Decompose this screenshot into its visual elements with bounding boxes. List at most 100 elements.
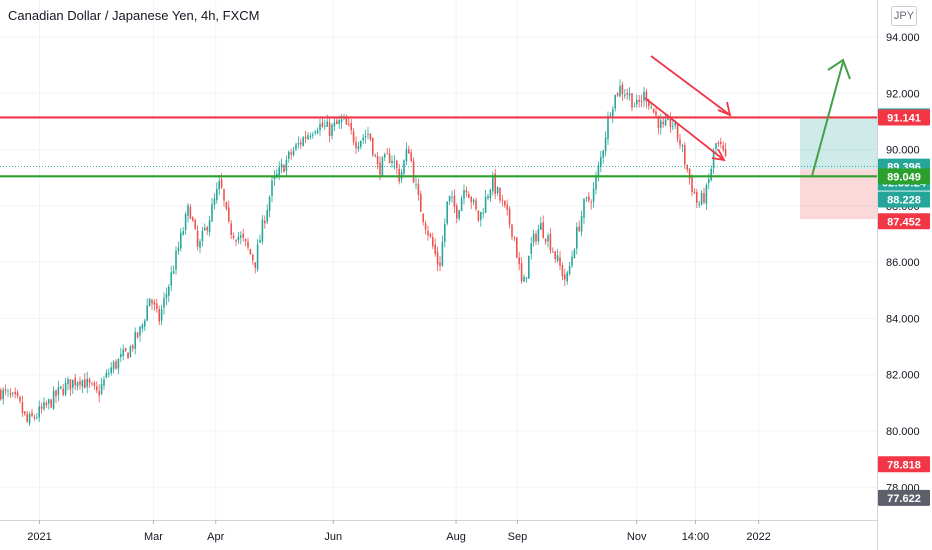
candle-body [4,389,7,391]
candle-body [516,237,518,258]
candle-body [153,302,156,305]
candle-body [559,257,561,266]
candle-body [340,119,343,123]
x-tick-label: 14:00 [682,531,710,543]
candle-body [285,160,288,171]
candle-body [429,233,432,237]
x-tick-label: Apr [207,531,224,543]
candle-body [444,223,446,243]
candle-body [7,391,9,393]
candle-body [189,206,192,219]
candle-body [187,205,189,216]
candle-body [638,99,640,102]
candle-body [482,213,484,214]
y-tick-label: 94.000 [886,32,920,44]
candle-body [424,223,427,230]
candle-body [160,309,163,321]
candle-body [645,91,648,102]
candle-body [52,390,55,409]
price-label-bg [878,456,930,473]
candle-body [64,382,67,395]
candle-body [715,143,717,149]
candle-body [499,188,501,201]
candle-body [76,382,79,387]
candle-body [72,379,74,388]
candle-body [14,391,16,395]
candle-body [192,217,194,221]
candle-body [624,94,626,96]
candle-body [717,142,720,145]
candle-body [571,256,573,266]
price-label-bg [878,109,930,126]
candle-body [684,145,686,165]
candle-body [69,379,72,390]
currency-button[interactable]: JPY [891,6,917,26]
candle-body [165,294,168,299]
candle-body [288,151,290,159]
candle-body [384,154,386,158]
candle-body [151,300,153,304]
candle-body [676,123,679,139]
candle-body [364,136,367,138]
candle-body [626,93,628,95]
candle-body [374,155,376,157]
candle-body [86,378,88,387]
candle-body [266,210,268,222]
price-label: 78.818 [887,459,921,471]
candle-body [141,324,144,329]
candle-body [324,125,326,127]
candle-body [271,180,273,197]
candle-body [705,184,708,204]
channel-upper-arrowhead [717,101,732,117]
candle-body [360,140,362,147]
y-tick-label: 80.000 [886,426,920,438]
projection-arrowhead [827,58,851,80]
candle-body [91,383,93,385]
price-label: 91.141 [887,112,921,124]
candle-body [674,123,676,126]
candle-body [218,181,220,190]
candle-body [240,235,242,238]
candle-body [451,197,453,198]
candle-body [280,164,283,168]
candle-body [213,198,216,205]
candle-body [568,266,571,275]
x-tick-label: Mar [144,531,163,543]
candle-body [693,192,696,194]
candle-body [194,219,196,229]
candle-body [549,234,552,251]
candle-body [609,114,612,116]
candle-body [475,200,477,210]
candle-body [84,379,86,389]
candle-body [686,165,688,170]
time-axis[interactable] [0,520,877,550]
candle-body [724,149,727,156]
candle-body [321,122,324,127]
candle-body [199,241,201,248]
candle-body [220,179,223,188]
candle-body [237,237,240,241]
candle-body [460,198,463,212]
candle-body [439,262,441,267]
candle-body [631,93,633,108]
candle-body [607,116,609,140]
candle-body [28,414,31,424]
candle-body [319,124,321,131]
candle-body [48,399,50,404]
candle-body [328,122,331,136]
candle-body [412,160,415,183]
candle-body [535,233,537,242]
candle-body [664,119,667,126]
candle-body [24,411,26,414]
candle-body [712,150,715,169]
candle-body [564,274,566,280]
candle-body [124,348,127,352]
x-tick-label: Aug [446,531,466,543]
candle-body [43,402,45,410]
price-label: 77.622 [887,493,921,505]
candle-body [446,201,448,224]
x-tick-label: Nov [627,531,647,543]
channel-lower-arrowhead [711,148,726,162]
candle-body [710,168,712,181]
